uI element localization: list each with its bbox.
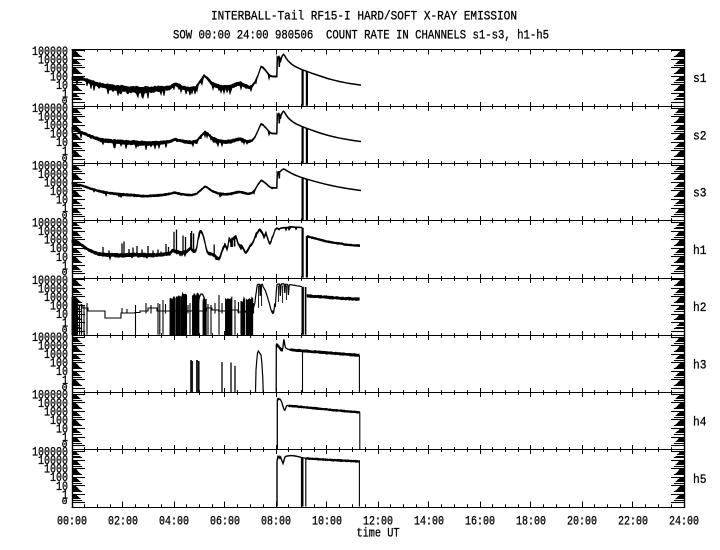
svg-text:100000: 100000 [32,44,68,59]
svg-text:0: 0 [62,210,68,221]
svg-text:12:00: 12:00 [363,514,393,529]
svg-text:14:00: 14:00 [414,514,444,529]
svg-text:10: 10 [56,364,68,379]
svg-text:100000: 100000 [32,445,68,460]
svg-text:16:00: 16:00 [465,514,495,529]
svg-text:10: 10 [56,78,68,93]
svg-text:0: 0 [62,267,68,278]
svg-text:s1: s1 [693,71,707,86]
svg-text:10: 10 [56,422,68,437]
svg-text:100000: 100000 [32,330,68,345]
svg-text:22:00: 22:00 [618,514,648,529]
svg-text:24:00: 24:00 [669,514,699,529]
svg-text:10: 10 [56,135,68,150]
svg-text:1000: 1000 [44,61,68,76]
svg-text:1000: 1000 [44,118,68,133]
svg-text:10000: 10000 [38,339,68,354]
svg-text:1: 1 [62,430,68,445]
svg-text:h5: h5 [693,472,707,487]
svg-text:1000: 1000 [44,404,68,419]
svg-text:10000: 10000 [38,224,68,239]
svg-text:04:00: 04:00 [159,514,189,529]
svg-text:00:00: 00:00 [57,514,87,529]
svg-text:100: 100 [50,413,68,428]
svg-text:0: 0 [62,439,68,450]
svg-text:1000: 1000 [44,347,68,362]
svg-text:0: 0 [62,96,68,107]
svg-text:0: 0 [62,496,68,507]
svg-text:10000: 10000 [38,167,68,182]
svg-text:h4: h4 [693,415,707,430]
svg-text:02:00: 02:00 [108,514,138,529]
svg-text:100000: 100000 [32,101,68,116]
svg-text:08:00: 08:00 [261,514,291,529]
svg-text:1: 1 [62,201,68,216]
svg-text:100: 100 [50,127,68,142]
svg-text:100000: 100000 [32,273,68,288]
svg-text:06:00: 06:00 [210,514,240,529]
svg-text:time UT: time UT [357,526,400,541]
svg-text:10: 10 [56,307,68,322]
svg-text:0: 0 [62,382,68,393]
svg-text:10: 10 [56,250,68,265]
svg-text:0: 0 [62,325,68,336]
svg-text:100: 100 [50,470,68,485]
svg-text:1: 1 [62,316,68,331]
svg-text:100000: 100000 [32,216,68,231]
svg-text:1: 1 [62,87,68,102]
svg-text:s3: s3 [693,186,707,201]
svg-text:0: 0 [62,153,68,164]
svg-text:100: 100 [50,298,68,313]
svg-text:10000: 10000 [38,110,68,125]
svg-text:s2: s2 [693,128,707,143]
svg-text:100: 100 [50,241,68,256]
svg-text:100: 100 [50,70,68,85]
svg-text:10000: 10000 [38,453,68,468]
svg-text:10000: 10000 [38,396,68,411]
svg-text:INTERBALL-Tail RF15-I HARD/SOF: INTERBALL-Tail RF15-I HARD/SOFT X-RAY EM… [211,9,517,24]
svg-text:100000: 100000 [32,387,68,402]
svg-text:20:00: 20:00 [567,514,597,529]
svg-text:1000: 1000 [44,233,68,248]
svg-text:h3: h3 [693,357,707,372]
svg-text:100: 100 [50,356,68,371]
svg-text:10000: 10000 [38,52,68,67]
svg-text:18:00: 18:00 [516,514,546,529]
svg-text:1000: 1000 [44,462,68,477]
svg-text:100: 100 [50,184,68,199]
svg-text:SOW 00:00 24:00 980506 COUNT: SOW 00:00 24:00 980506 COUNT RATE IN CHA… [173,28,549,43]
svg-text:1: 1 [62,258,68,273]
svg-text:h1: h1 [693,243,707,258]
svg-text:100000: 100000 [32,158,68,173]
svg-text:10: 10 [56,479,68,494]
svg-text:10:00: 10:00 [312,514,342,529]
svg-text:1000: 1000 [44,175,68,190]
svg-text:1: 1 [62,487,68,502]
svg-text:10: 10 [56,193,68,208]
svg-text:1: 1 [62,144,68,159]
svg-text:h2: h2 [693,300,707,315]
svg-text:1: 1 [62,373,68,388]
svg-text:1000: 1000 [44,290,68,305]
svg-text:10000: 10000 [38,281,68,296]
